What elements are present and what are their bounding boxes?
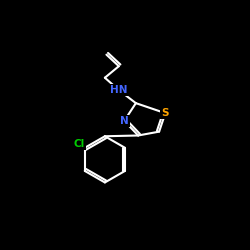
Text: HN: HN (110, 85, 128, 95)
Text: S: S (162, 108, 169, 118)
Text: N: N (120, 116, 128, 126)
Text: Cl: Cl (74, 139, 85, 149)
